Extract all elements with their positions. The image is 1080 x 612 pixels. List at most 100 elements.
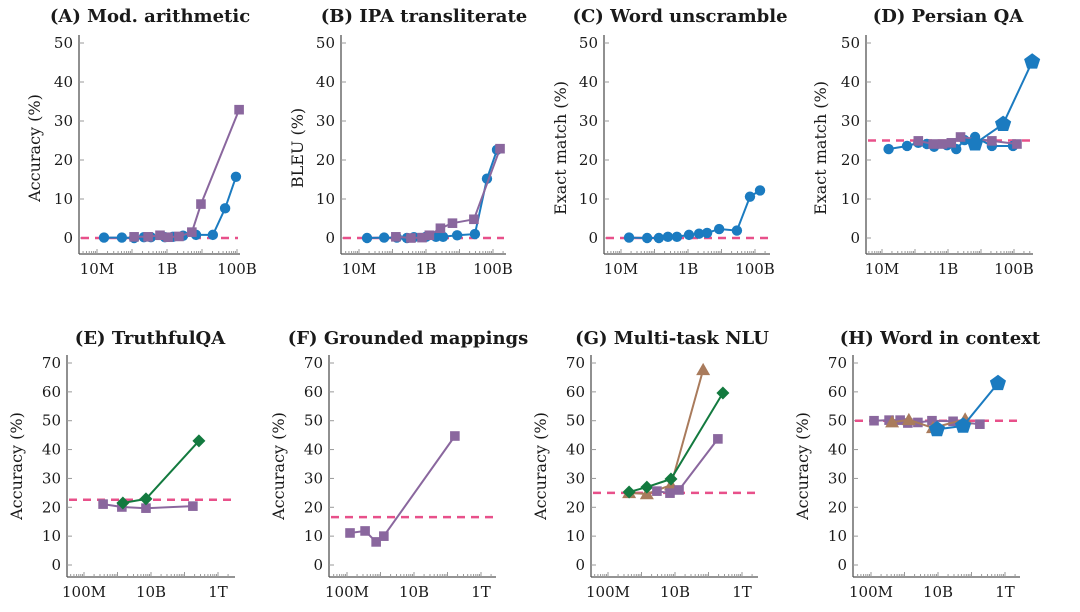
y-tick-label: 30 bbox=[841, 112, 860, 130]
data-point-triangle bbox=[696, 362, 711, 376]
y-tick-label: 20 bbox=[316, 151, 335, 169]
x-tick-label: 100M bbox=[62, 583, 106, 601]
data-point-diamond bbox=[640, 480, 654, 494]
data-point-triangle bbox=[885, 415, 900, 428]
x-tick-label: 100M bbox=[586, 583, 630, 601]
data-point-diamond bbox=[716, 386, 730, 400]
data-point-pentagon bbox=[928, 420, 946, 437]
series-line bbox=[629, 369, 705, 496]
data-point-square bbox=[391, 232, 401, 242]
data-point-square bbox=[417, 232, 427, 243]
x-tick-label: 10B bbox=[136, 583, 166, 601]
data-point-square bbox=[495, 143, 505, 154]
x-tick-label: 10M bbox=[865, 260, 899, 278]
y-tick-label: 50 bbox=[304, 412, 323, 430]
y-tick-label: 30 bbox=[828, 469, 847, 487]
data-point-square bbox=[435, 223, 446, 234]
x-tick-label: 1T bbox=[995, 583, 1015, 601]
data-point-square bbox=[141, 503, 151, 513]
x-tick-label: 1B bbox=[678, 260, 699, 278]
data-point-square bbox=[187, 227, 197, 237]
series-line bbox=[656, 438, 719, 495]
y-tick-label: 20 bbox=[42, 498, 61, 516]
subplot-title: (D) Persian QA bbox=[873, 6, 1025, 27]
series-line bbox=[349, 435, 456, 544]
data-point-square bbox=[913, 136, 924, 146]
series-line bbox=[974, 61, 1034, 145]
data-point-square bbox=[946, 138, 957, 148]
y-tick-label: 10 bbox=[841, 190, 860, 208]
data-point-circle bbox=[469, 228, 481, 240]
series-line bbox=[628, 392, 724, 493]
x-tick-label: 1B bbox=[157, 260, 178, 278]
x-tick-label: 10B bbox=[399, 583, 429, 601]
y-axis-label: Accuracy (%) bbox=[793, 412, 812, 521]
series-purple-square bbox=[129, 104, 244, 243]
data-point-circle bbox=[662, 231, 674, 243]
y-tick-label: 10 bbox=[316, 190, 335, 208]
data-point-square bbox=[927, 415, 937, 426]
x-tick-label: 1B bbox=[416, 260, 437, 278]
y-tick-label: 50 bbox=[579, 34, 598, 52]
subplot-b: (B) IPA transliterate BLEU (%) 0 10 20 30 40 50… bbox=[288, 6, 527, 278]
y-axis-label: Accuracy (%) bbox=[531, 412, 550, 521]
subplot-title: (C) Word unscramble bbox=[572, 6, 787, 27]
subplot-title: (G) Multi-task NLU bbox=[575, 328, 769, 349]
x-tick-label: 10M bbox=[342, 260, 376, 278]
y-tick-label: 50 bbox=[828, 412, 847, 430]
y-tick-label: 50 bbox=[54, 34, 73, 52]
data-point-pentagon bbox=[989, 374, 1006, 391]
x-tick-label: 100B bbox=[217, 260, 257, 278]
series-purple-square bbox=[652, 434, 723, 498]
y-tick-label: 10 bbox=[566, 527, 585, 545]
data-point-square bbox=[174, 231, 184, 242]
data-point-square bbox=[450, 431, 460, 441]
data-point-circle bbox=[683, 229, 695, 241]
data-point-circle bbox=[731, 225, 743, 236]
subplot-h: (H) Word in context Accuracy (%) 0 10 20 30 40… bbox=[793, 328, 1041, 601]
y-tick-label: 10 bbox=[579, 190, 598, 208]
data-point-square bbox=[937, 139, 948, 149]
data-point-circle bbox=[653, 232, 665, 244]
y-tick-label: 0 bbox=[63, 229, 73, 247]
y-tick-label: 50 bbox=[841, 34, 860, 52]
subplot-title: (B) IPA transliterate bbox=[321, 6, 527, 27]
data-point-pentagon bbox=[1024, 53, 1041, 69]
series-line bbox=[122, 440, 200, 504]
y-tick-label: 40 bbox=[54, 73, 73, 91]
data-point-pentagon bbox=[967, 135, 984, 151]
y-tick-label: 50 bbox=[316, 34, 335, 52]
x-tick-label: 10M bbox=[604, 260, 638, 278]
x-tick-label: 100B bbox=[473, 260, 513, 278]
y-axis-label: Accuracy (%) bbox=[7, 412, 26, 521]
y-tick-label: 40 bbox=[566, 441, 585, 459]
data-point-square bbox=[447, 218, 458, 228]
data-point-square bbox=[469, 214, 479, 225]
x-tick-label: 10B bbox=[923, 583, 953, 601]
y-tick-label: 10 bbox=[304, 527, 323, 545]
data-point-diamond bbox=[664, 472, 678, 486]
y-tick-label: 70 bbox=[566, 354, 585, 372]
y-axis-label: Accuracy (%) bbox=[25, 94, 44, 203]
y-tick-label: 10 bbox=[42, 527, 61, 545]
data-point-square bbox=[975, 419, 985, 429]
y-tick-label: 0 bbox=[51, 556, 61, 574]
subplot-g: (G) Multi-task NLU Accuracy (%) 0 10 20 30 40 5… bbox=[531, 328, 769, 601]
subplot-title: (H) Word in context bbox=[840, 328, 1041, 349]
x-tick-label: 10B bbox=[660, 583, 690, 601]
x-tick-label: 100M bbox=[325, 583, 369, 601]
y-tick-label: 60 bbox=[304, 383, 323, 401]
data-point-square bbox=[955, 132, 966, 142]
y-tick-label: 30 bbox=[304, 469, 323, 487]
subplot-e: (E) TruthfulQA Accuracy (%) 0 10 20 30 40 50 60 7… bbox=[7, 328, 235, 601]
y-tick-label: 30 bbox=[316, 112, 335, 130]
subplot-f: (F) Grounded mappings Accuracy (%) 0 10 20 30… bbox=[269, 328, 528, 601]
data-point-square bbox=[163, 232, 173, 243]
data-point-circle bbox=[219, 203, 231, 214]
y-tick-label: 10 bbox=[828, 527, 847, 545]
data-point-square bbox=[371, 537, 381, 547]
subplot-a: (A) Mod. arithmetic Accuracy (%) 0 10 20 30 40… bbox=[25, 6, 257, 278]
data-point-circle bbox=[701, 227, 713, 239]
series-green-diamond bbox=[116, 434, 206, 510]
x-tick-label: 1T bbox=[471, 583, 491, 601]
